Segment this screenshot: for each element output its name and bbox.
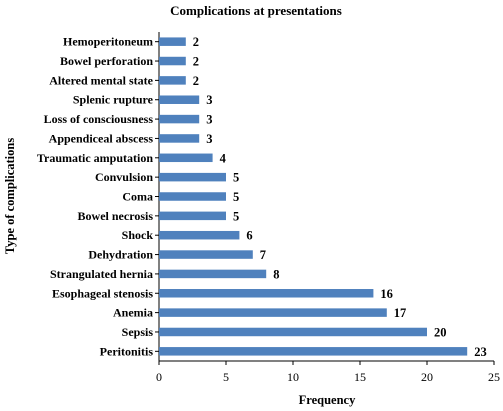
data-label: 8: [273, 267, 279, 281]
x-tick-label: 10: [287, 370, 299, 384]
category-label: Shock: [122, 228, 154, 242]
bar-bowel-perforation: [159, 56, 186, 66]
category-label: Hemoperitoneum: [63, 35, 153, 49]
category-label: Dehydration: [88, 248, 153, 262]
category-label: Altered mental state: [49, 73, 153, 87]
data-label: 17: [394, 306, 407, 320]
category-label: Bowel perforation: [60, 54, 153, 68]
x-tick-label: 15: [354, 370, 366, 384]
data-label: 3: [206, 93, 212, 107]
data-label: 16: [380, 287, 393, 301]
bar-appendiceal-abscess: [159, 134, 200, 143]
data-label: 2: [193, 35, 199, 49]
x-tick-label: 20: [421, 370, 433, 384]
data-label: 5: [233, 190, 239, 204]
data-label: 4: [220, 151, 227, 165]
bar-altered-mental-state: [159, 76, 186, 85]
x-axis-label: Frequency: [299, 393, 356, 407]
data-label: 3: [206, 132, 212, 146]
category-label: Coma: [122, 190, 153, 204]
x-tick-label: 25: [488, 370, 500, 384]
bar-loss-of-consciousness: [159, 114, 200, 124]
category-label: Strangulated hernia: [50, 267, 153, 281]
data-label: 20: [434, 325, 447, 339]
category-label: Traumatic amputation: [37, 151, 153, 165]
data-label: 5: [233, 171, 239, 185]
data-label: 2: [193, 74, 199, 88]
y-axis-label: Type of complications: [3, 138, 17, 255]
category-label: Bowel necrosis: [78, 209, 154, 223]
data-label: 5: [233, 209, 239, 223]
data-label: 23: [474, 345, 487, 359]
data-label: 2: [193, 55, 199, 69]
category-label: Anemia: [113, 306, 153, 320]
category-label: Esophageal stenosis: [52, 286, 153, 300]
data-label: 7: [260, 248, 266, 262]
category-label: Splenic rupture: [73, 93, 154, 107]
bar-splenic-rupture: [159, 95, 200, 104]
category-label: Loss of consciousness: [44, 112, 154, 126]
chart-title: Complications at presentations: [170, 3, 342, 18]
bar-traumatic-amputation: [159, 153, 213, 163]
data-label: 6: [246, 229, 252, 243]
bar-esophageal-stenosis: [159, 289, 374, 298]
category-label: Sepsis: [122, 325, 154, 339]
bar-bowel-necrosis: [159, 211, 226, 221]
bar-anemia: [159, 308, 387, 317]
data-label: 3: [206, 113, 212, 127]
category-label: Appendiceal abscess: [49, 131, 154, 145]
bar-convulsion: [159, 172, 226, 182]
bar-sepsis: [159, 327, 427, 337]
category-label: Convulsion: [95, 170, 153, 184]
category-label: Peritonitis: [100, 344, 154, 358]
bar-shock: [159, 230, 240, 240]
bar-strangulated-hernia: [159, 269, 267, 279]
bar-hemoperitoneum: [159, 37, 186, 46]
x-tick-label: 5: [223, 370, 229, 384]
x-tick-label: 0: [156, 370, 162, 384]
bar-dehydration: [159, 250, 253, 259]
bar-peritonitis: [159, 347, 468, 356]
bar-coma: [159, 192, 226, 201]
